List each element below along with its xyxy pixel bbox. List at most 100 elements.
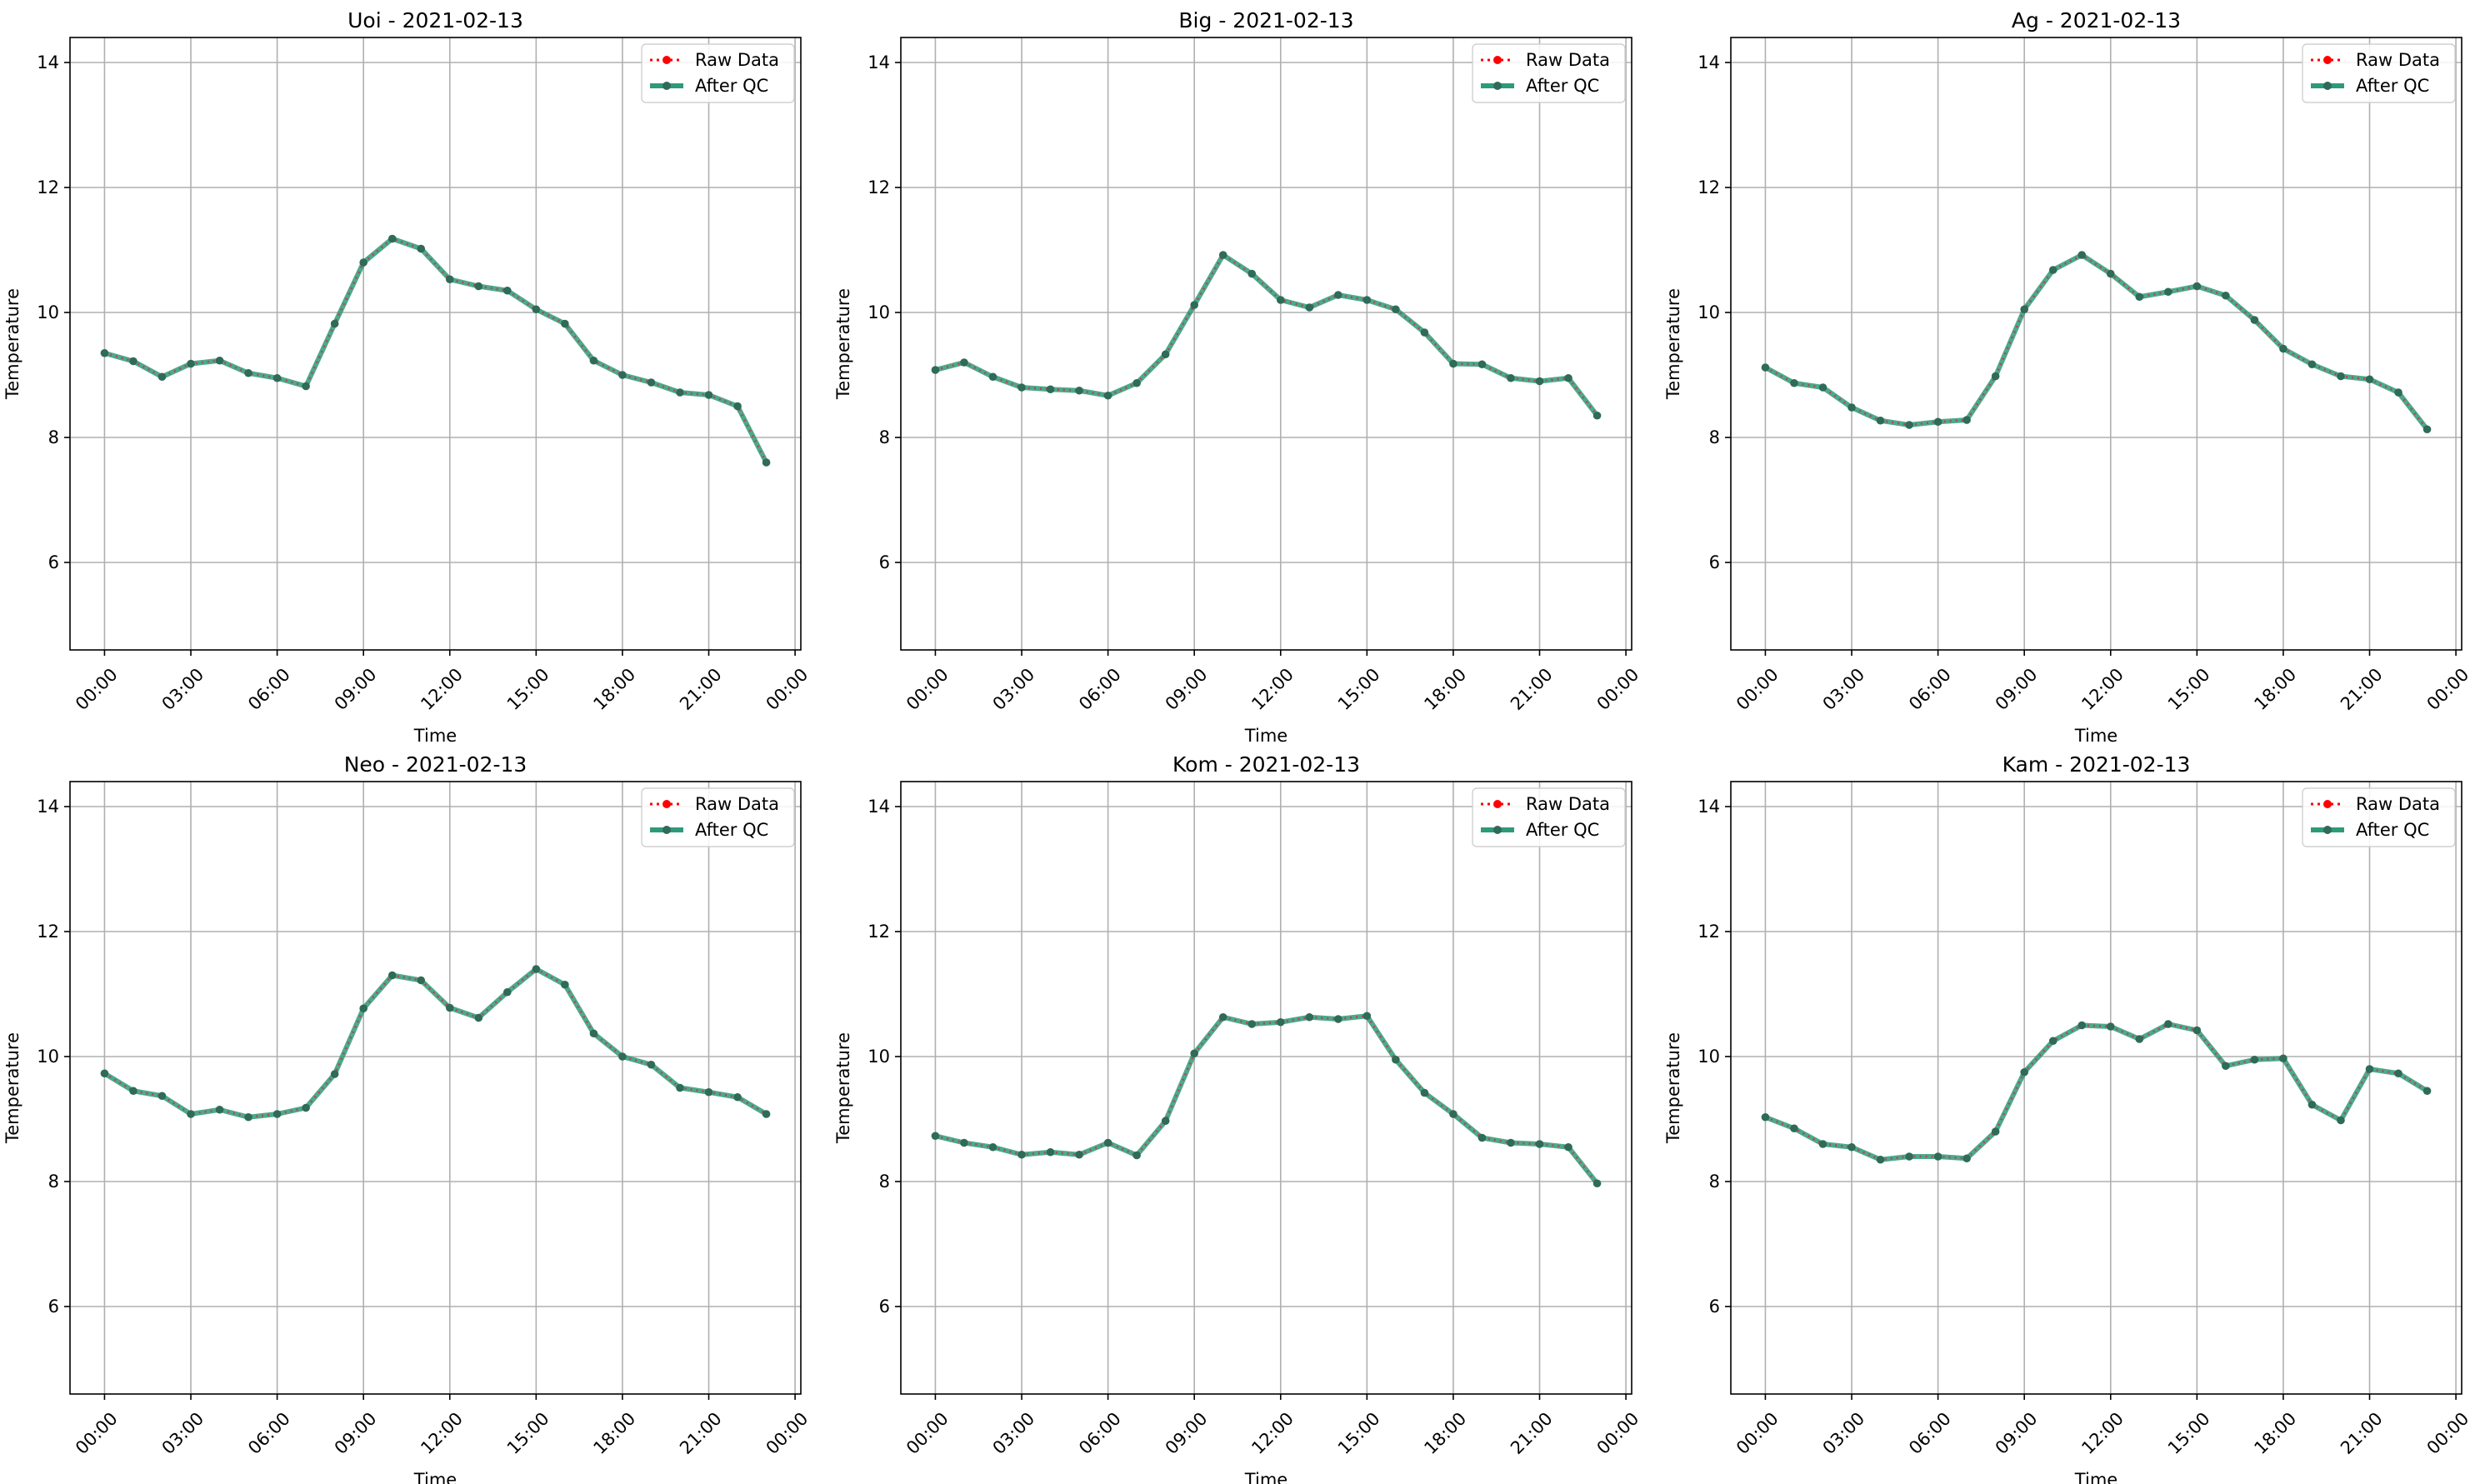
data-point-after-qc: [1362, 296, 1372, 304]
x-tick-label: 03:00: [1819, 664, 1869, 714]
legend-label-raw-data: Raw Data: [2356, 794, 2440, 814]
data-point-after-qc: [1449, 1110, 1458, 1118]
data-point-after-qc: [647, 378, 656, 387]
x-axis-label: Time: [2074, 726, 2118, 746]
data-point-after-qc: [1362, 1012, 1372, 1021]
x-tick-label: 18:00: [1420, 664, 1470, 714]
data-point-after-qc: [158, 372, 167, 382]
data-point-after-qc: [474, 282, 483, 291]
x-tick-label: 06:00: [1905, 1408, 1955, 1458]
data-point-after-qc: [1905, 421, 1913, 429]
legend-label-raw-data: Raw Data: [2356, 50, 2440, 70]
x-tick-label: 15:00: [1334, 1408, 1384, 1458]
legend-label-after-qc: After QC: [2356, 76, 2429, 96]
data-point-after-qc: [1132, 1151, 1141, 1160]
x-axis-label: Time: [2074, 1470, 2118, 1484]
data-point-after-qc: [2020, 1067, 2028, 1077]
data-point-after-qc: [676, 388, 684, 397]
series-line-raw-data: [1764, 253, 2428, 431]
x-tick-label: 06:00: [244, 664, 294, 714]
legend: Raw Data After QC: [641, 43, 795, 103]
x-tick-label: 18:00: [589, 664, 639, 714]
legend-label-raw-data: Raw Data: [1526, 50, 1610, 70]
legend-marker-after-qc: [662, 82, 671, 90]
x-tick-label: 21:00: [2337, 1408, 2387, 1458]
y-axis-label: Temperature: [833, 1032, 853, 1144]
y-tick-label: 14: [37, 797, 59, 817]
chart-panel: 00:00 03:00 06:00 09:00 12:00 15:00 18:00 21:00…: [833, 752, 1642, 1484]
y-tick-label: 10: [37, 1047, 59, 1067]
x-tick-label: 03:00: [158, 1408, 208, 1458]
data-point-after-qc: [129, 357, 138, 366]
x-tick-label: 03:00: [158, 664, 208, 714]
data-point-after-qc: [330, 1070, 339, 1078]
x-tick-label: 21:00: [2337, 664, 2387, 714]
data-point-after-qc: [417, 244, 426, 253]
data-point-after-qc: [2222, 1062, 2230, 1071]
y-tick-label: 8: [879, 427, 890, 447]
x-tick-label: 00:00: [1593, 1408, 1643, 1458]
y-axis-label: Temperature: [2, 288, 22, 400]
y-tick-label: 6: [1709, 552, 1720, 572]
data-point-after-qc: [1535, 377, 1544, 386]
y-tick-label: 10: [1698, 302, 1720, 322]
data-point-after-qc: [187, 359, 195, 368]
legend: Raw Data After QC: [641, 787, 795, 847]
data-point-after-qc: [1218, 251, 1228, 259]
y-tick-label: 8: [48, 1172, 59, 1192]
data-point-after-qc: [2106, 269, 2115, 278]
data-point-after-qc: [988, 372, 998, 382]
x-tick-label: 12:00: [1248, 1408, 1298, 1458]
chart-title: Ag - 2021-02-13: [2012, 8, 2181, 32]
data-point-after-qc: [158, 1092, 167, 1101]
data-point-after-qc: [272, 1110, 282, 1118]
legend-marker-raw-data: [662, 56, 671, 64]
y-axis-label: Temperature: [833, 288, 853, 400]
y-tick-label: 8: [1709, 1172, 1720, 1192]
data-point-after-qc: [2250, 316, 2259, 324]
data-point-after-qc: [733, 1092, 742, 1102]
data-point-after-qc: [733, 402, 742, 411]
data-point-after-qc: [1507, 373, 1515, 382]
data-point-after-qc: [1478, 360, 1487, 369]
y-tick-label: 8: [879, 1172, 890, 1192]
data-point-after-qc: [330, 319, 339, 328]
data-point-after-qc: [503, 286, 512, 295]
y-tick-label: 14: [868, 52, 890, 72]
x-tick-label: 15:00: [2164, 1408, 2214, 1458]
x-tick-label: 12:00: [2078, 1408, 2128, 1458]
data-point-after-qc: [1761, 1112, 1770, 1122]
data-point-after-qc: [676, 1083, 684, 1092]
data-point-after-qc: [1420, 328, 1429, 337]
data-point-after-qc: [589, 1029, 598, 1038]
data-point-after-qc: [2250, 1055, 2259, 1064]
series-line-raw-data: [104, 237, 768, 463]
legend-marker-raw-data: [1493, 56, 1502, 64]
data-point-after-qc: [988, 1142, 998, 1152]
data-point-after-qc: [1876, 1155, 1885, 1164]
x-tick-label: 21:00: [676, 664, 726, 714]
data-point-after-qc: [1248, 1020, 1257, 1028]
chart-title: Kam - 2021-02-13: [2002, 752, 2191, 777]
legend-label-raw-data: Raw Data: [695, 50, 779, 70]
data-point-after-qc: [1564, 373, 1572, 382]
y-tick-label: 8: [48, 427, 59, 447]
data-point-after-qc: [1161, 350, 1170, 359]
axes-frame: [900, 781, 1632, 1395]
data-point-after-qc: [388, 234, 397, 243]
x-tick-label: 03:00: [989, 1408, 1039, 1458]
legend: Raw Data After QC: [1472, 43, 1626, 103]
chart-panel: 00:00 03:00 06:00 09:00 12:00 15:00 18:00 21:00…: [833, 8, 1642, 746]
data-point-after-qc: [762, 458, 771, 467]
data-point-after-qc: [244, 1112, 252, 1122]
data-point-after-qc: [1790, 1124, 1798, 1133]
x-axis-label: Time: [413, 726, 457, 746]
data-point-after-qc: [1790, 378, 1798, 387]
data-point-after-qc: [2308, 1100, 2317, 1109]
data-point-after-qc: [2394, 1069, 2402, 1078]
x-tick-label: 21:00: [1507, 1408, 1557, 1458]
legend-marker-after-qc: [1493, 826, 1502, 834]
y-tick-label: 8: [1709, 427, 1720, 447]
x-tick-label: 06:00: [1905, 664, 1955, 714]
data-point-after-qc: [1478, 1133, 1487, 1142]
